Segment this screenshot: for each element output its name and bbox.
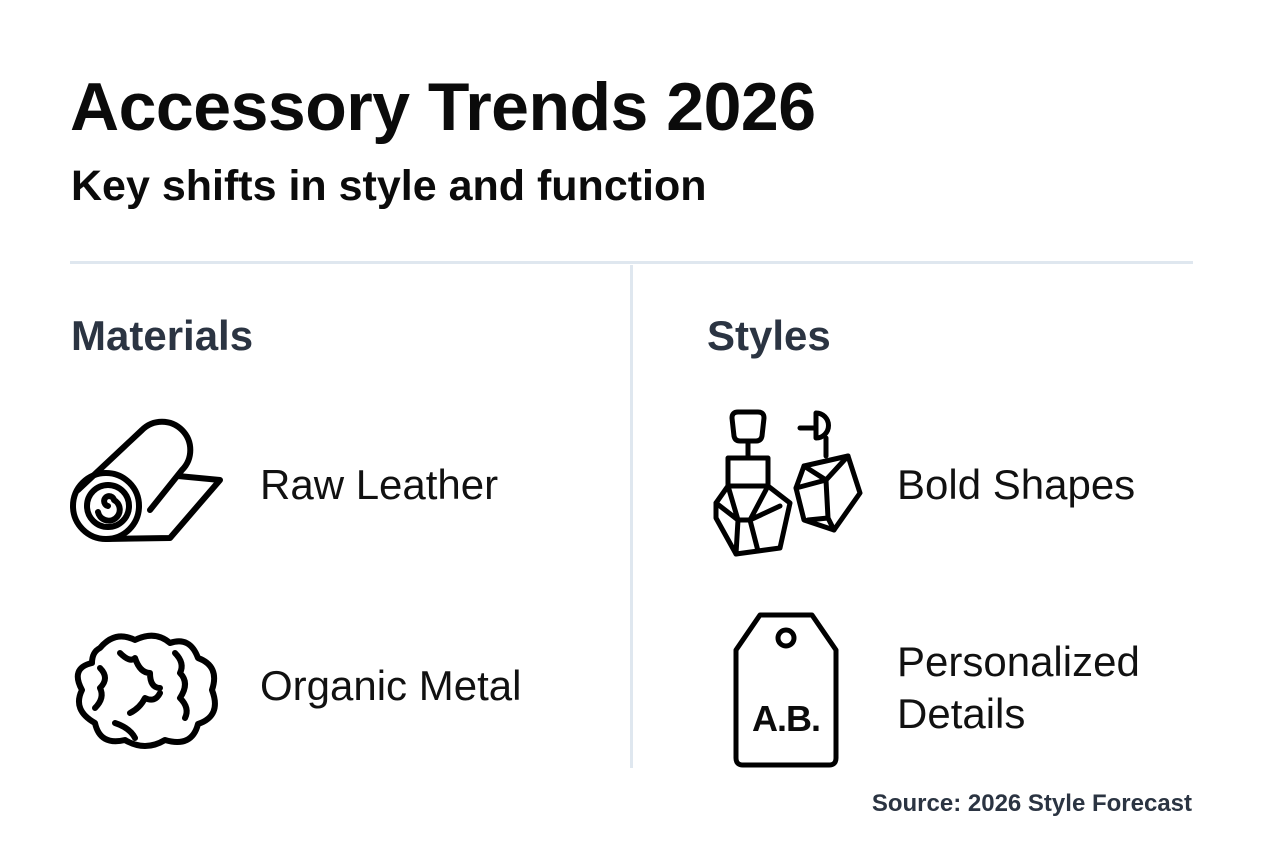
page-title: Accessory Trends 2026: [70, 69, 816, 145]
geometric-earrings-icon: [713, 409, 863, 557]
organic-metal-nugget-icon: [74, 632, 218, 749]
page-subtitle: Key shifts in style and function: [71, 162, 707, 210]
horizontal-divider: [70, 261, 1193, 264]
source-note: Source: 2026 Style Forecast: [871, 790, 1192, 817]
item-organic-metal: Organic Metal: [260, 662, 522, 709]
leather-roll-icon: [70, 418, 223, 542]
item-personalized-details: Personalized Details: [897, 638, 1140, 737]
section-heading-materials: Materials: [71, 312, 254, 359]
tag-monogram-text: A.B.: [752, 698, 821, 739]
item-raw-leather: Raw Leather: [260, 461, 499, 508]
item-bold-shapes: Bold Shapes: [897, 461, 1136, 508]
vertical-divider: [630, 265, 633, 768]
monogram-tag-icon: A.B.: [732, 612, 840, 768]
section-heading-styles: Styles: [707, 312, 831, 359]
